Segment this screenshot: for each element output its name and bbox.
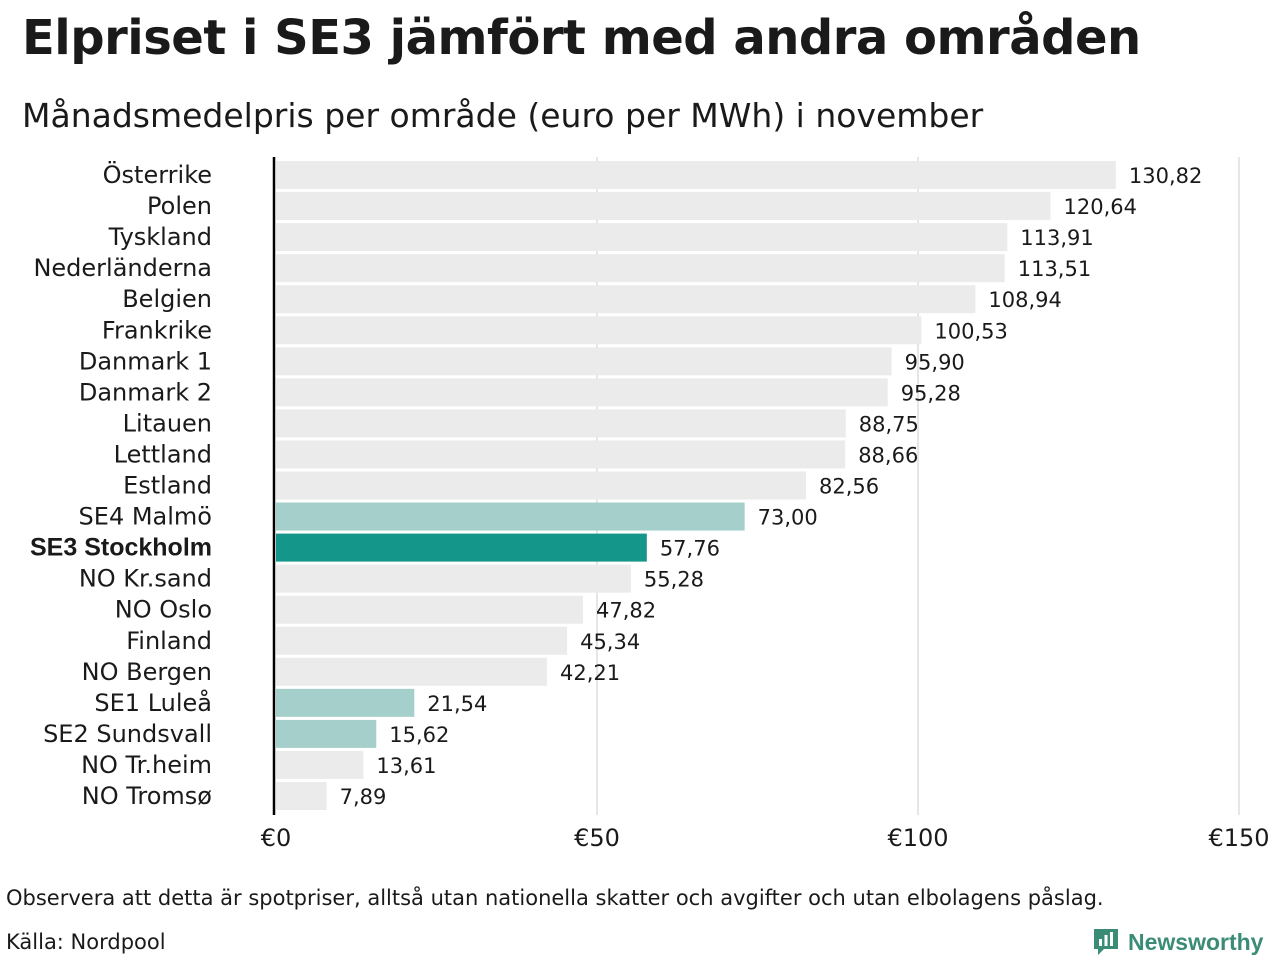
- bar-chart: €0 €50 €100 €150 130,82 Österrike 120,64 Polen 1…: [30, 157, 1270, 852]
- bar: [276, 750, 364, 779]
- value-label: 130,82: [1129, 164, 1202, 188]
- bars: [276, 161, 1116, 810]
- bar: [276, 502, 745, 531]
- bar: [276, 564, 631, 593]
- value-label: 82,56: [819, 475, 879, 499]
- bar: [276, 782, 327, 810]
- bar: [276, 657, 547, 686]
- value-label: 88,75: [859, 412, 919, 436]
- category-label: Polen: [147, 192, 212, 220]
- value-label: 120,64: [1064, 195, 1137, 219]
- bar: [276, 719, 377, 748]
- value-label: 15,62: [389, 723, 449, 747]
- bar: [276, 626, 568, 655]
- bar: [276, 254, 1005, 283]
- category-label: NO Tromsø: [82, 782, 212, 810]
- bar: [276, 409, 846, 438]
- value-label: 100,53: [934, 319, 1007, 343]
- category-label: NO Bergen: [82, 658, 212, 686]
- value-label: 45,34: [580, 630, 640, 654]
- logo-text: Newsworthy: [1128, 928, 1264, 955]
- source-credit: Källa: Nordpool: [6, 930, 166, 954]
- value-label: 88,66: [858, 443, 918, 467]
- value-label: 13,61: [376, 754, 436, 778]
- category-label: NO Oslo: [115, 596, 212, 624]
- newsworthy-logo[interactable]: Newsworthy: [1092, 926, 1263, 958]
- bar: [276, 285, 976, 314]
- category-label: NO Kr.sand: [79, 565, 212, 593]
- x-tick-label: €50: [574, 824, 620, 852]
- bar: [276, 533, 647, 562]
- category-label: Danmark 2: [79, 378, 212, 406]
- bar: [276, 223, 1008, 252]
- category-label: Belgien: [122, 285, 212, 313]
- category-label: Danmark 1: [79, 347, 212, 375]
- bar-chart-speech-bubble-icon: [1094, 929, 1118, 955]
- bar: [276, 347, 892, 376]
- value-label: 95,28: [901, 381, 961, 405]
- category-label: Tyskland: [108, 223, 212, 251]
- value-label: 42,21: [560, 661, 620, 685]
- value-label: 47,82: [596, 599, 656, 623]
- category-label: SE2 Sundsvall: [43, 720, 212, 748]
- category-label: SE3 Stockholm: [30, 534, 212, 562]
- bar: [276, 440, 846, 469]
- value-label: 55,28: [644, 568, 704, 592]
- bar: [276, 378, 888, 407]
- category-label: SE1 Luleå: [94, 688, 212, 717]
- category-label: Lettland: [114, 440, 212, 468]
- category-label: Litauen: [123, 409, 212, 437]
- value-label: 7,89: [340, 785, 387, 809]
- value-label: 57,76: [660, 537, 720, 561]
- value-label: 113,51: [1018, 257, 1091, 281]
- bar: [276, 595, 584, 624]
- category-label: Österrike: [103, 160, 212, 189]
- footnote: Observera att detta är spotpriser, allts…: [6, 886, 1104, 910]
- x-tick-label: €0: [261, 824, 292, 852]
- category-label: Finland: [126, 627, 212, 655]
- value-label: 73,00: [758, 506, 818, 530]
- chart-title: Elpriset i SE3 jämfört med andra områden: [22, 10, 1141, 66]
- bar: [276, 471, 807, 500]
- chart-subtitle: Månadsmedelpris per område (euro per MWh…: [22, 96, 984, 135]
- category-label: NO Tr.heim: [81, 751, 212, 779]
- value-label: 95,90: [905, 350, 965, 374]
- value-label: 21,54: [427, 692, 487, 716]
- value-label: 108,94: [988, 288, 1061, 312]
- category-label: Nederländerna: [33, 254, 212, 282]
- bar: [276, 161, 1116, 189]
- category-label: Frankrike: [102, 316, 212, 344]
- category-label: Estland: [123, 472, 212, 500]
- x-tick-label: €150: [1208, 824, 1269, 852]
- labels: €0 €50 €100 €150 130,82 Österrike 120,64 Polen 1…: [30, 160, 1270, 852]
- value-label: 113,91: [1020, 226, 1093, 250]
- bar: [276, 192, 1051, 221]
- bar: [276, 316, 922, 345]
- x-tick-label: €100: [887, 824, 948, 852]
- bar: [276, 688, 415, 717]
- category-label: SE4 Malmö: [79, 503, 212, 531]
